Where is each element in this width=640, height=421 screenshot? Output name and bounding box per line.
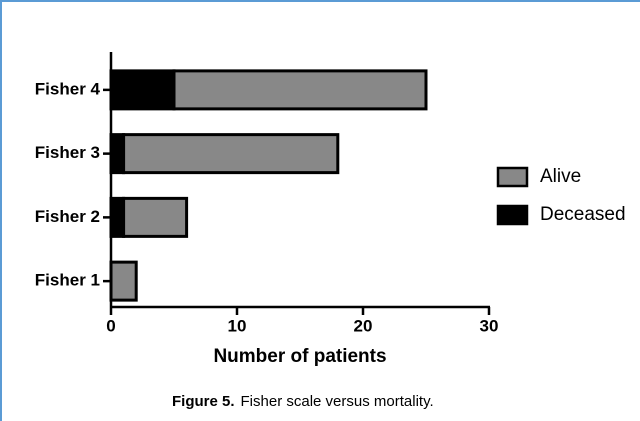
legend-swatch <box>496 166 529 188</box>
x-axis-label: Number of patients <box>213 346 386 367</box>
y-tick-label: Fisher 3 <box>35 143 100 162</box>
x-tick-label: 30 <box>480 316 499 335</box>
bar <box>109 196 126 238</box>
bar <box>172 69 428 111</box>
bar <box>122 196 189 238</box>
y-tick-label: Fisher 2 <box>35 207 100 226</box>
legend-label: Deceased <box>540 204 626 225</box>
caption-label: Figure 5. <box>172 393 235 410</box>
legend-swatch <box>496 204 529 226</box>
bar <box>122 133 340 175</box>
caption: Figure 5. Fisher scale versus mortality. <box>172 393 434 410</box>
legend-label: Alive <box>540 166 581 187</box>
y-tick-label: Fisher 1 <box>35 271 100 290</box>
y-tick-label: Fisher 4 <box>35 79 101 98</box>
caption-text: Fisher scale versus mortality. <box>241 393 434 410</box>
x-tick-label: 10 <box>228 316 247 335</box>
bar <box>109 260 138 302</box>
x-tick-label: 20 <box>354 316 373 335</box>
bar <box>109 69 176 111</box>
bar <box>109 133 126 175</box>
x-tick-label: 0 <box>106 316 115 335</box>
